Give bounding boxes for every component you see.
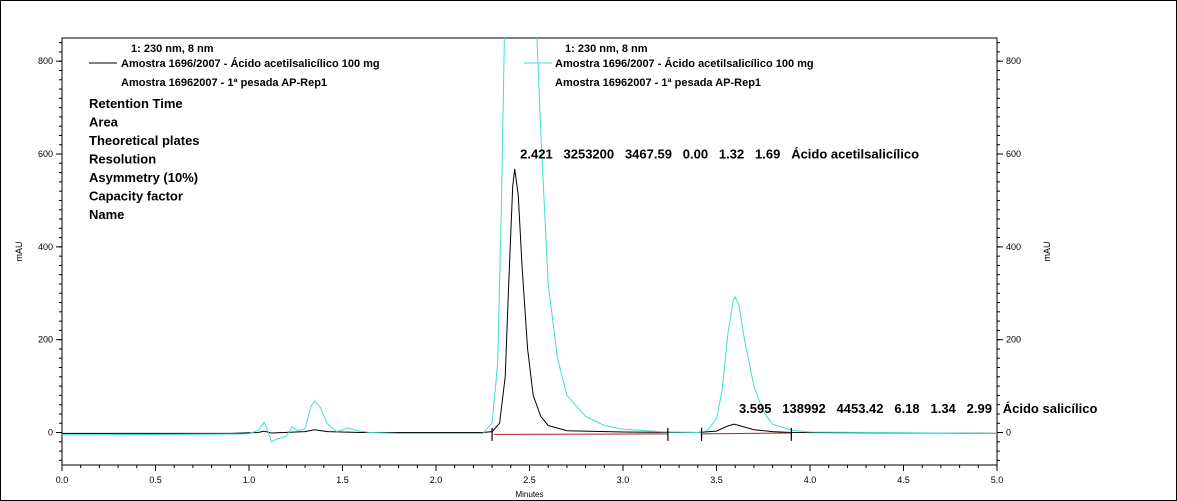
x-tick-label: 4.0 [804, 475, 817, 485]
series-line-0 [62, 168, 997, 434]
param-label: Retention Time [89, 96, 183, 111]
legend-left-line2: Amostra 16962007 - 1ª pesada AP-Rep1 [121, 77, 327, 89]
y-tick-label-right: 200 [1006, 335, 1021, 345]
x-tick-label: 2.0 [430, 475, 443, 485]
y-tick-label-left: 800 [38, 56, 53, 66]
y-axis-label-left: mAU [14, 242, 24, 262]
legend-left-header: 1: 230 nm, 8 nm [131, 43, 214, 55]
y-tick-label-right: 400 [1006, 242, 1021, 252]
param-label: Capacity factor [89, 189, 183, 204]
param-label: Name [89, 207, 124, 222]
x-tick-label: 1.0 [243, 475, 256, 485]
x-tick-label: 1.5 [336, 475, 349, 485]
y-tick-label-left: 600 [38, 149, 53, 159]
x-tick-label: 2.5 [523, 475, 536, 485]
peak-annotation-0: 2.421 3253200 3467.59 0.00 1.32 1.69 Áci… [520, 147, 919, 162]
y-tick-label-right: 0 [1006, 428, 1011, 438]
y-axis-label-right: mAU [1042, 242, 1052, 262]
param-label: Resolution [89, 152, 156, 167]
legend-left-line1: Amostra 1696/2007 - Ácido acetilsalicíli… [121, 57, 380, 70]
x-tick-label: 4.5 [897, 475, 910, 485]
param-label: Asymmetry (10%) [89, 170, 198, 185]
peak-annotation-1: 3.595 138992 4453.42 6.18 1.34 2.99 Ácid… [739, 401, 1098, 416]
x-tick-label: 0.0 [56, 475, 69, 485]
x-axis-label: Minutes [515, 490, 543, 499]
y-tick-label-left: 200 [38, 335, 53, 345]
y-tick-label-right: 800 [1006, 56, 1021, 66]
param-label: Area [89, 115, 119, 130]
x-tick-label: 3.5 [710, 475, 723, 485]
x-tick-label: 5.0 [991, 475, 1004, 485]
series-line-3 [701, 432, 792, 435]
x-tick-label: 3.0 [617, 475, 630, 485]
series-line-1 [62, 38, 997, 443]
series-line-2 [493, 433, 668, 435]
legend-right-line2: Amostra 16962007 - 1ª pesada AP-Rep1 [555, 77, 761, 89]
y-tick-label-left: 400 [38, 242, 53, 252]
y-tick-label-right: 600 [1006, 149, 1021, 159]
legend-right-header: 1: 230 nm, 8 nm [565, 43, 648, 55]
param-label: Theoretical plates [89, 133, 200, 148]
x-tick-label: 0.5 [149, 475, 162, 485]
y-tick-label-left: 0 [48, 428, 53, 438]
legend-right-line1: Amostra 1696/2007 - Ácido acetilsalicíli… [555, 57, 814, 70]
